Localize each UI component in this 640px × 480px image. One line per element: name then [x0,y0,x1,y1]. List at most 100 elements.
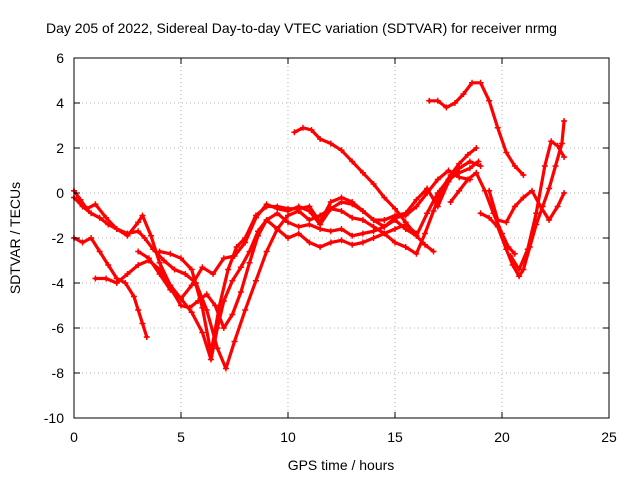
x-tick-label: 5 [177,429,185,445]
data-point [392,205,398,212]
data-point [255,232,262,239]
data-point [494,124,501,131]
data-point [156,271,163,277]
data-point [349,241,356,248]
data-point [456,174,463,181]
series-points-arc-4 [92,217,420,331]
data-point [88,235,95,241]
data-point [285,235,291,241]
data-point [546,185,553,192]
data-series-layer [71,79,568,372]
data-point [237,289,244,295]
data-point [92,201,99,208]
y-tick-label: -10 [44,410,64,426]
data-point [392,226,398,232]
data-point [430,208,437,214]
data-point [338,194,345,201]
x-axis-label: GPS time / hours [288,457,395,473]
series-points-arc-1 [71,158,482,363]
data-point [231,338,238,345]
data-point [451,100,458,106]
data-point [511,203,518,210]
data-point [306,217,313,223]
data-point [124,230,131,237]
data-point [306,239,313,246]
data-point [473,169,480,176]
data-point [79,203,86,210]
data-point [222,365,229,372]
data-point [135,248,142,255]
data-point [103,275,110,282]
y-tick-label: 2 [56,140,64,156]
data-point [338,226,345,232]
data-point [370,181,377,187]
data-point [520,172,527,178]
y-tick-label: 0 [56,185,64,201]
data-point [135,228,142,235]
data-point [188,282,195,289]
data-point [77,196,84,203]
data-point [135,307,142,313]
data-point [349,232,356,239]
data-point [370,223,377,230]
series-line-arc-2 [72,146,478,371]
data-point [182,271,189,277]
y-axis-label: SDTVAR / TECUs [7,182,23,294]
data-point [210,271,217,277]
data-point [381,223,388,230]
data-point [308,127,315,133]
data-point [263,248,270,255]
data-point [349,199,356,205]
data-point [464,176,471,183]
data-point [359,230,366,237]
data-point [160,257,167,264]
data-point [338,147,345,154]
series-points-arc-12 [447,169,518,257]
series-points-arc-2 [71,145,480,372]
data-point [295,223,302,230]
data-point [263,203,270,210]
data-point [554,203,561,210]
data-point [413,203,420,210]
data-point [561,154,568,160]
data-point [96,214,103,221]
series-line-arc-1 [72,159,481,362]
data-point [327,199,334,205]
data-point [402,212,409,219]
data-point [381,230,388,237]
data-point [359,239,366,246]
y-tick-label: 6 [56,50,64,66]
data-point [135,219,142,226]
data-point [447,199,454,205]
data-point [486,214,493,221]
data-point [486,97,493,104]
data-point [220,325,227,331]
data-point [285,219,291,226]
data-point [167,286,174,293]
data-point [105,262,112,268]
data-point [103,214,110,221]
series-line-arc-6 [158,168,472,355]
data-point [349,214,356,221]
data-point [490,210,497,217]
data-point [229,311,236,318]
x-tick-label: 10 [280,429,296,445]
data-point [561,190,568,196]
x-tick-label: 25 [601,429,617,445]
data-point [516,266,523,273]
data-point [295,205,302,212]
series-points-arc-6 [156,167,473,356]
data-point [285,205,291,212]
data-point [291,129,298,136]
y-tick-label: -4 [52,275,65,291]
data-point [402,219,409,226]
data-point [561,118,568,124]
data-point [178,302,184,309]
data-point [516,273,523,280]
data-point [528,187,535,194]
data-point [105,221,112,228]
data-point [113,226,120,232]
series-points-arc-7 [291,124,437,255]
data-point [214,345,221,352]
